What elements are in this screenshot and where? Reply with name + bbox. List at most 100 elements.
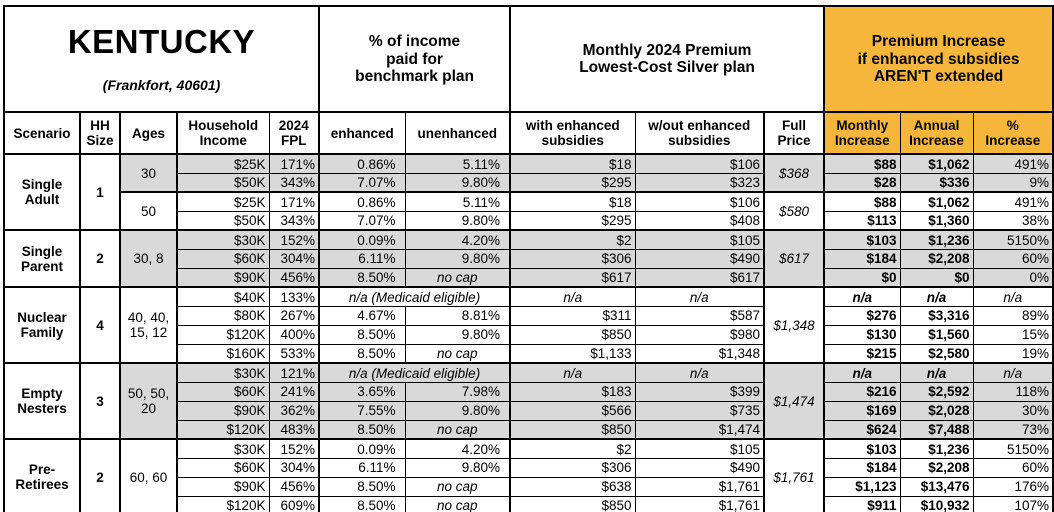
table-row: Empty Nesters 3 50, 50, 20 $30K 121% n/a (Med… [3,362,1054,440]
enhanced-pct-cell: 4.67% [318,305,406,326]
col-header-wout-enhanced-subsidies: w/out enhanced subsidies [634,111,765,156]
household-income-cell: $90K [176,476,270,497]
household-income-cell: $25K [176,153,270,174]
household-income-cell: $120K [176,495,270,512]
household-income-cell: $40K [176,286,270,307]
without-subsidies-premium-cell: $408 [634,210,765,231]
monthly-increase-cell: n/a [823,362,901,383]
group-header-increase: Premium Increase if enhanced subsidies A… [823,5,1054,113]
with-subsidies-premium-cell: $306 [509,457,636,478]
benchmark-pct-merged-cell: n/a (Medicaid eligible) [318,286,511,307]
full-price-cell: $1,348 [763,286,825,364]
hh-size-cell: 2 [79,438,121,512]
annual-increase-cell: $2,208 [899,457,974,478]
annual-increase-cell: $1,236 [899,229,974,250]
without-subsidies-premium-cell: $980 [634,324,765,345]
monthly-increase-cell: $88 [823,153,901,174]
table-row: $50K 343% 7.07% 9.80% $295 $408 $113 $1,360 38% [4,210,1054,231]
table-row: $60K 304% 6.11% 9.80% $306 $490 $184 $2,208 60% [4,248,1054,269]
with-subsidies-premium-cell: $850 [509,324,636,345]
fpl-cell: 400% [268,324,320,345]
monthly-increase-cell: $28 [823,172,901,193]
unenhanced-pct-cell: no cap [404,267,511,288]
without-subsidies-premium-cell: $490 [634,457,765,478]
fpl-cell: 343% [268,172,320,193]
household-income-cell: $50K [176,210,270,231]
pct-increase-cell: 491% [972,153,1054,174]
household-income-cell: $30K [176,438,270,459]
enhanced-pct-cell: 8.50% [318,495,406,512]
full-price-cell: $368 [763,153,825,193]
household-income-cell: $120K [176,419,270,440]
with-subsidies-premium-cell: $617 [509,267,636,288]
pct-increase-cell: 107% [972,495,1054,512]
ages-cell: 50 [119,191,178,231]
table-row: Single Parent 2 30, 8 $30K 152% 0.09% 4.20% $2 $… [3,229,1054,288]
enhanced-pct-cell: 6.11% [318,457,406,478]
fpl-cell: 133% [268,286,320,307]
fpl-cell: 362% [268,400,320,421]
without-subsidies-premium-cell: $1,761 [634,476,765,497]
table-row: Nuclear Family 4 40, 40, 15, 12 $40K 133% n/a… [3,286,1054,364]
scenario-cell: Nuclear Family [3,286,81,364]
unenhanced-pct-cell: 5.11% [404,191,511,212]
pct-increase-cell: 5150% [972,438,1054,459]
col-header-ages: Ages [119,111,178,156]
with-subsidies-premium-cell: $850 [509,495,636,512]
annual-increase-cell: $2,208 [899,248,974,269]
unenhanced-pct-cell: 9.80% [404,210,511,231]
scenario-cell: Empty Nesters [3,362,81,440]
monthly-increase-cell: $0 [823,267,901,288]
household-income-cell: $80K [176,305,270,326]
annual-increase-cell: $1,062 [899,191,974,212]
fpl-cell: 304% [268,248,320,269]
annual-increase-cell: $2,580 [899,343,974,364]
scenario-cell: Single Adult [3,153,81,231]
without-subsidies-premium-cell: $1,348 [634,343,765,364]
annual-increase-cell: n/a [899,362,974,383]
with-subsidies-premium-cell: $295 [509,210,636,231]
table-row: $90K 456% 8.50% no cap $638 $1,761 $1,123 $13,4… [4,476,1054,497]
household-income-cell: $120K [176,324,270,345]
pct-increase-cell: 9% [972,172,1054,193]
fpl-cell: 152% [268,438,320,459]
table-row: $160K 533% 8.50% no cap $1,133 $1,348 $215 $2,5… [4,343,1054,364]
enhanced-pct-cell: 7.07% [318,172,406,193]
col-header-annual-increase: Annual Increase [899,111,974,156]
col-header-with-enhanced-subsidies: with enhanced subsidies [509,111,636,156]
enhanced-pct-cell: 3.65% [318,381,406,402]
enhanced-pct-cell: 8.50% [318,343,406,364]
household-income-cell: $60K [176,381,270,402]
fpl-cell: 171% [268,191,320,212]
without-subsidies-premium-cell: n/a [634,286,765,307]
ages-cell: 60, 60 [119,438,178,512]
fpl-cell: 152% [268,229,320,250]
with-subsidies-premium-cell: n/a [509,286,636,307]
pct-increase-cell: 60% [972,457,1054,478]
benchmark-pct-merged-cell: n/a (Medicaid eligible) [318,362,511,383]
unenhanced-pct-cell: no cap [404,476,511,497]
col-header-enhanced: enhanced [318,111,406,156]
fpl-cell: 533% [268,343,320,364]
monthly-increase-cell: $911 [823,495,901,512]
fpl-cell: 121% [268,362,320,383]
annual-increase-cell: $13,476 [899,476,974,497]
with-subsidies-premium-cell: $295 [509,172,636,193]
enhanced-pct-cell: 8.50% [318,419,406,440]
col-header-scenario: Scenario [3,111,81,156]
table-row: $120K 483% 8.50% no cap $850 $1,474 $624 $7,488… [4,419,1054,440]
household-income-cell: $60K [176,457,270,478]
fpl-cell: 483% [268,419,320,440]
table-title-cell: KENTUCKY (Frankfort, 40601) [3,5,320,113]
table-row: $80K 267% 4.67% 8.81% $311 $587 $276 $3,316 89% [4,305,1054,326]
with-subsidies-premium-cell: $18 [509,191,636,212]
with-subsidies-premium-cell: $18 [509,153,636,174]
pct-increase-cell: 118% [972,381,1054,402]
enhanced-pct-cell: 0.86% [318,153,406,174]
pct-increase-cell: 60% [972,248,1054,269]
monthly-increase-cell: $216 [823,381,901,402]
fpl-cell: 304% [268,457,320,478]
ages-cell: 30, 8 [119,229,178,288]
table-row: $120K 609% 8.50% no cap $850 $1,761 $911 $10,93… [4,495,1054,512]
